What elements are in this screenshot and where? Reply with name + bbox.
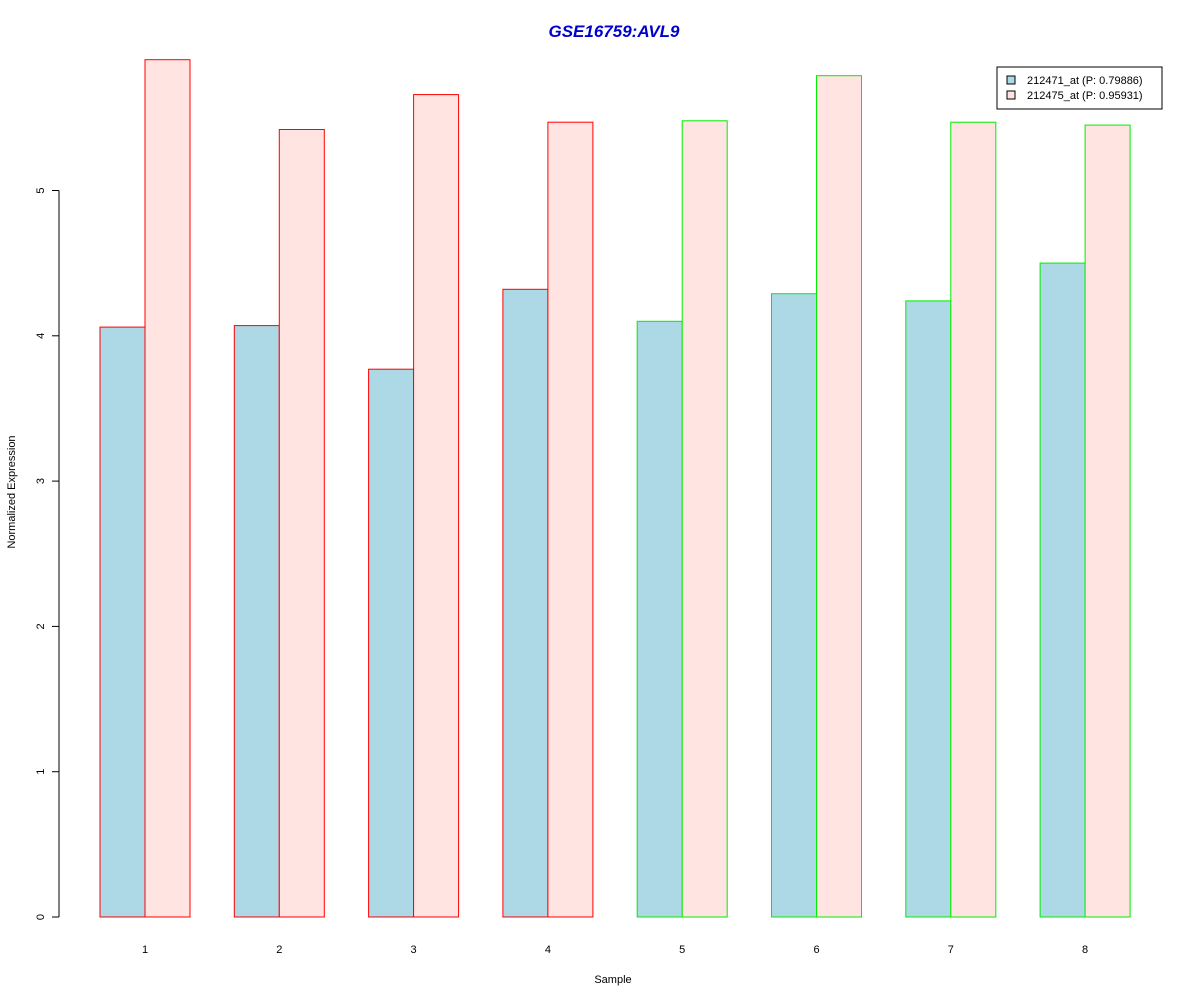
legend-box [996, 66, 1163, 110]
y-tick-label: 1 [35, 769, 47, 775]
x-axis-label: Sample [594, 974, 631, 986]
legend-swatch-2 [1006, 90, 1016, 100]
bar-sample-2-series-1 [233, 325, 280, 918]
bar-sample-8-series-2 [1084, 124, 1131, 918]
x-tick-label: 3 [411, 944, 417, 956]
bar-sample-1-series-1 [99, 326, 146, 918]
y-tick-label: 3 [35, 478, 47, 484]
x-tick-label: 4 [545, 944, 551, 956]
bar-sample-3-series-2 [413, 94, 460, 918]
bar-sample-5-series-2 [681, 120, 728, 918]
x-tick-label: 5 [679, 944, 685, 956]
y-tick-label: 4 [35, 333, 47, 339]
bar-sample-7-series-2 [950, 121, 997, 918]
bar-sample-2-series-2 [278, 129, 325, 918]
bar-sample-7-series-1 [905, 300, 952, 918]
bar-sample-5-series-1 [636, 320, 683, 918]
bar-sample-8-series-1 [1039, 262, 1086, 918]
bar-sample-1-series-2 [144, 59, 191, 918]
x-tick-label: 2 [276, 944, 282, 956]
y-axis: 0 1 2 3 4 5 [35, 187, 60, 920]
y-tick-label: 0 [35, 914, 47, 920]
legend-label-1: 212471_at (P: 0.79886) [1027, 75, 1143, 87]
x-tick-label: 1 [142, 944, 148, 956]
legend: 212471_at (P: 0.79886) 212475_at (P: 0.95… [996, 66, 1163, 110]
y-axis-label: Normalized Expression [6, 435, 18, 548]
bar-sample-4-series-2 [547, 121, 594, 918]
x-tick-label: 8 [1082, 944, 1088, 956]
y-tick-label: 2 [35, 623, 47, 629]
legend-label-2: 212475_at (P: 0.95931) [1027, 90, 1143, 102]
bars-layer [99, 59, 1131, 918]
y-tick-label: 5 [35, 187, 47, 193]
bar-sample-6-series-1 [771, 293, 817, 918]
x-tick-label: 7 [948, 944, 954, 956]
chart-title: GSE16759:AVL9 [548, 22, 680, 41]
x-axis: 1 2 3 4 5 6 7 8 [142, 944, 1088, 956]
bar-sample-3-series-1 [368, 368, 415, 918]
bar-sample-4-series-1 [502, 288, 549, 918]
x-tick-label: 6 [813, 944, 819, 956]
legend-swatch-1 [1006, 75, 1016, 85]
bar-sample-6-series-2 [816, 75, 862, 918]
